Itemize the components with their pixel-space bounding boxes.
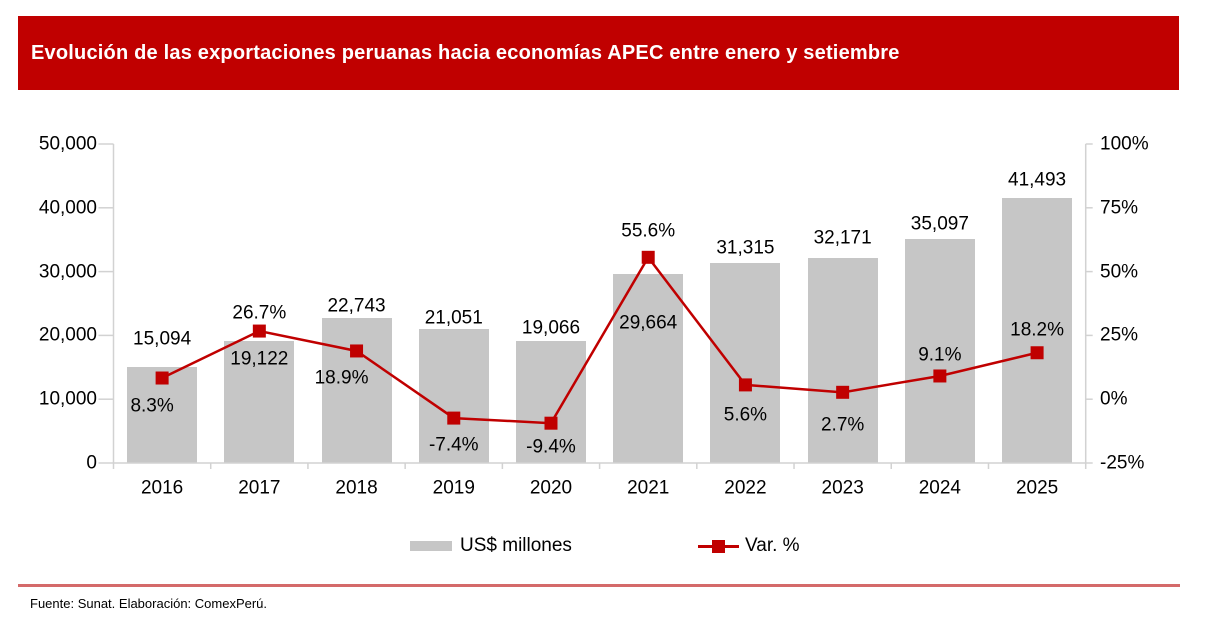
bar-value-label-2021: 29,664	[619, 312, 678, 334]
var-pct-label-2016: 8.3%	[130, 395, 174, 417]
y-axis-right-label-100%: 100%	[1100, 133, 1149, 155]
var-marker-2019	[447, 411, 461, 425]
bar-value-label-2017: 19,122	[230, 348, 289, 370]
page-title: Evolución de las exportaciones peruanas …	[31, 41, 900, 64]
var-marker-2025	[1030, 346, 1044, 360]
bar-value-label-2025: 41,493	[1008, 169, 1067, 191]
bar-2018	[321, 317, 392, 463]
bar-2025	[1002, 198, 1073, 463]
title-banner: Evolución de las exportaciones peruanas …	[18, 16, 1179, 90]
x-axis-label-2020: 2020	[529, 477, 573, 499]
bar-2022	[710, 263, 781, 463]
legend-item-us-millones: US$ millones	[410, 535, 572, 556]
line-marker-swatch-icon	[698, 539, 739, 553]
x-axis-label-2022: 2022	[724, 477, 767, 499]
var-pct-label-2020: -9.4%	[526, 436, 576, 458]
legend-square-marker-icon	[712, 539, 725, 553]
x-axis-label-2025: 2025	[1015, 477, 1059, 499]
var-marker-2023	[836, 385, 850, 399]
var-marker-2021	[641, 250, 655, 264]
y-axis-left-label-0: 0	[86, 452, 97, 474]
var-pct-label-2022: 5.6%	[723, 404, 768, 426]
footer-separator	[18, 584, 1180, 587]
bar-2024	[904, 239, 975, 463]
bar-swatch-icon	[410, 541, 452, 551]
legend-item-var-pct: Var. %	[698, 535, 800, 556]
x-axis-label-2019: 2019	[432, 477, 475, 499]
var-marker-2022	[738, 378, 752, 392]
var-pct-label-2025: 18.2%	[1010, 319, 1065, 341]
var-marker-2016	[155, 371, 169, 385]
var-marker-2024	[933, 369, 947, 383]
var-pct-label-2023: 2.7%	[820, 414, 865, 436]
variation-line	[161, 255, 1038, 425]
var-pct-label-2018: 18.9%	[314, 367, 369, 389]
bar-value-label-2023: 32,171	[813, 227, 872, 249]
bar-value-label-2022: 31,315	[716, 237, 775, 259]
bar-2020	[515, 341, 586, 463]
legend-label-us-millones: US$ millones	[460, 535, 572, 556]
y-axis-left-label-40,000: 40,000	[38, 197, 97, 219]
y-axis-left-label-20,000: 20,000	[38, 324, 97, 346]
y-axis-left-label-30,000: 30,000	[38, 261, 97, 283]
var-marker-2018	[350, 344, 364, 358]
y-axis-right-label-0%: 0%	[1100, 388, 1128, 410]
bar-2023	[807, 257, 878, 463]
x-axis-label-2018: 2018	[335, 477, 378, 499]
var-pct-label-2019: -7.4%	[428, 434, 479, 456]
var-marker-2020	[544, 416, 558, 430]
bar-value-label-2020: 19,066	[521, 317, 581, 339]
bar-value-label-2024: 35,097	[910, 213, 969, 235]
x-axis-label-2021: 2021	[627, 477, 670, 499]
y-axis-left-label-10,000: 10,000	[38, 388, 97, 410]
bar-2019	[418, 328, 489, 463]
x-axis-label-2023: 2023	[821, 477, 864, 499]
x-axis-label-2017: 2017	[238, 477, 281, 499]
var-pct-label-2017: 26.7%	[232, 302, 287, 324]
bar-2021	[613, 273, 684, 463]
bar-value-label-2019: 21,051	[424, 307, 483, 329]
source-note: Fuente: Sunat. Elaboración: ComexPerú.	[30, 596, 268, 611]
y-axis-right-label-50%: 50%	[1100, 261, 1139, 283]
y-axis-right-label--25%: -25%	[1100, 452, 1145, 474]
var-marker-2017	[252, 324, 266, 338]
bar-value-label-2016: 15,094	[133, 328, 192, 350]
x-axis-label-2024: 2024	[918, 477, 961, 499]
bar-2017	[224, 341, 295, 463]
y-axis-right-label-25%: 25%	[1100, 324, 1139, 346]
legend-label-var-pct: Var. %	[745, 535, 800, 556]
var-pct-label-2024: 9.1%	[918, 344, 962, 366]
bar-value-label-2018: 22,743	[327, 295, 386, 317]
y-axis-right-label-75%: 75%	[1100, 197, 1139, 219]
x-axis-label-2016: 2016	[140, 477, 184, 499]
var-pct-label-2021: 55.6%	[621, 220, 676, 242]
y-axis-left-label-50,000: 50,000	[38, 133, 97, 155]
